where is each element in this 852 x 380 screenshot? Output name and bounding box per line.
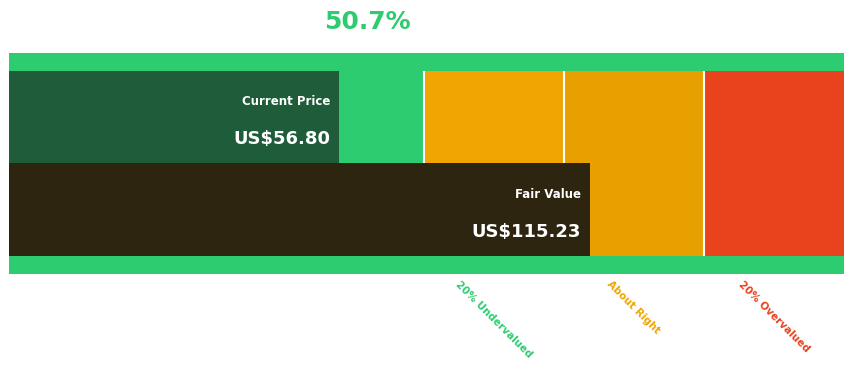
Bar — [9, 53, 423, 274]
Bar — [563, 53, 703, 274]
Text: US$56.80: US$56.80 — [233, 130, 330, 148]
Text: Undervalued: Undervalued — [324, 54, 404, 66]
Text: 20% Overvalued: 20% Overvalued — [736, 279, 811, 354]
Bar — [423, 53, 563, 274]
Text: 50.7%: 50.7% — [324, 10, 411, 34]
Text: Current Price: Current Price — [242, 95, 330, 108]
Bar — [703, 53, 843, 274]
Text: 20% Undervalued: 20% Undervalued — [453, 279, 533, 360]
Text: Fair Value: Fair Value — [515, 188, 580, 201]
Bar — [9, 256, 843, 274]
Text: About Right: About Right — [605, 279, 661, 336]
Bar — [9, 53, 843, 71]
Text: US$115.23: US$115.23 — [471, 223, 580, 241]
Bar — [9, 163, 589, 256]
Bar — [9, 71, 338, 163]
